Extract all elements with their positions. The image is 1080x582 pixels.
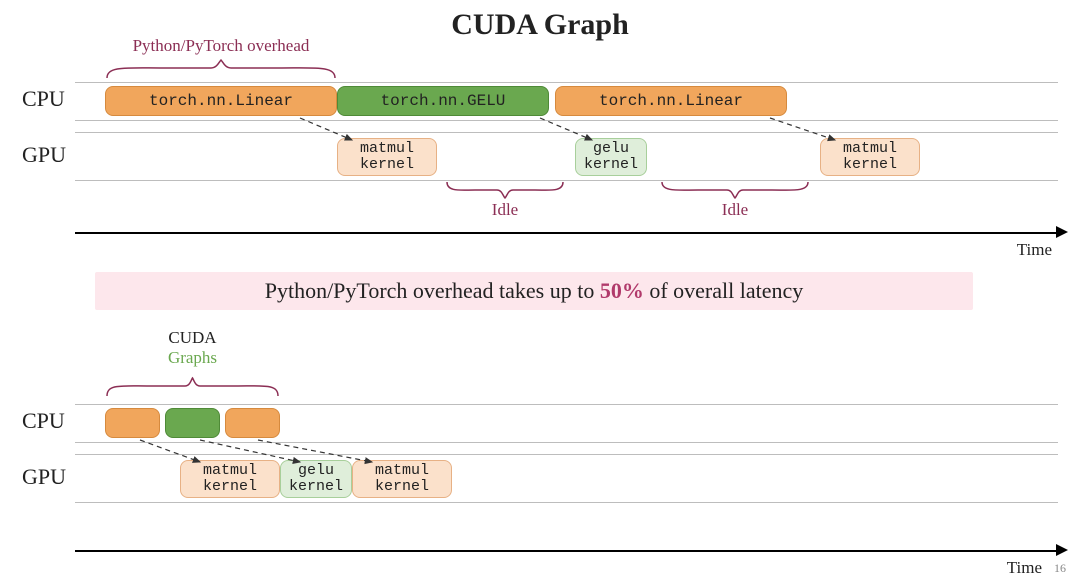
time-axis-bottom — [75, 550, 1058, 552]
time-label-bottom: Time — [1007, 558, 1042, 578]
page-number: 16 — [1054, 561, 1066, 576]
dispatch-arrow-bottom — [0, 0, 1080, 582]
time-arrowhead-bottom — [1056, 544, 1068, 556]
